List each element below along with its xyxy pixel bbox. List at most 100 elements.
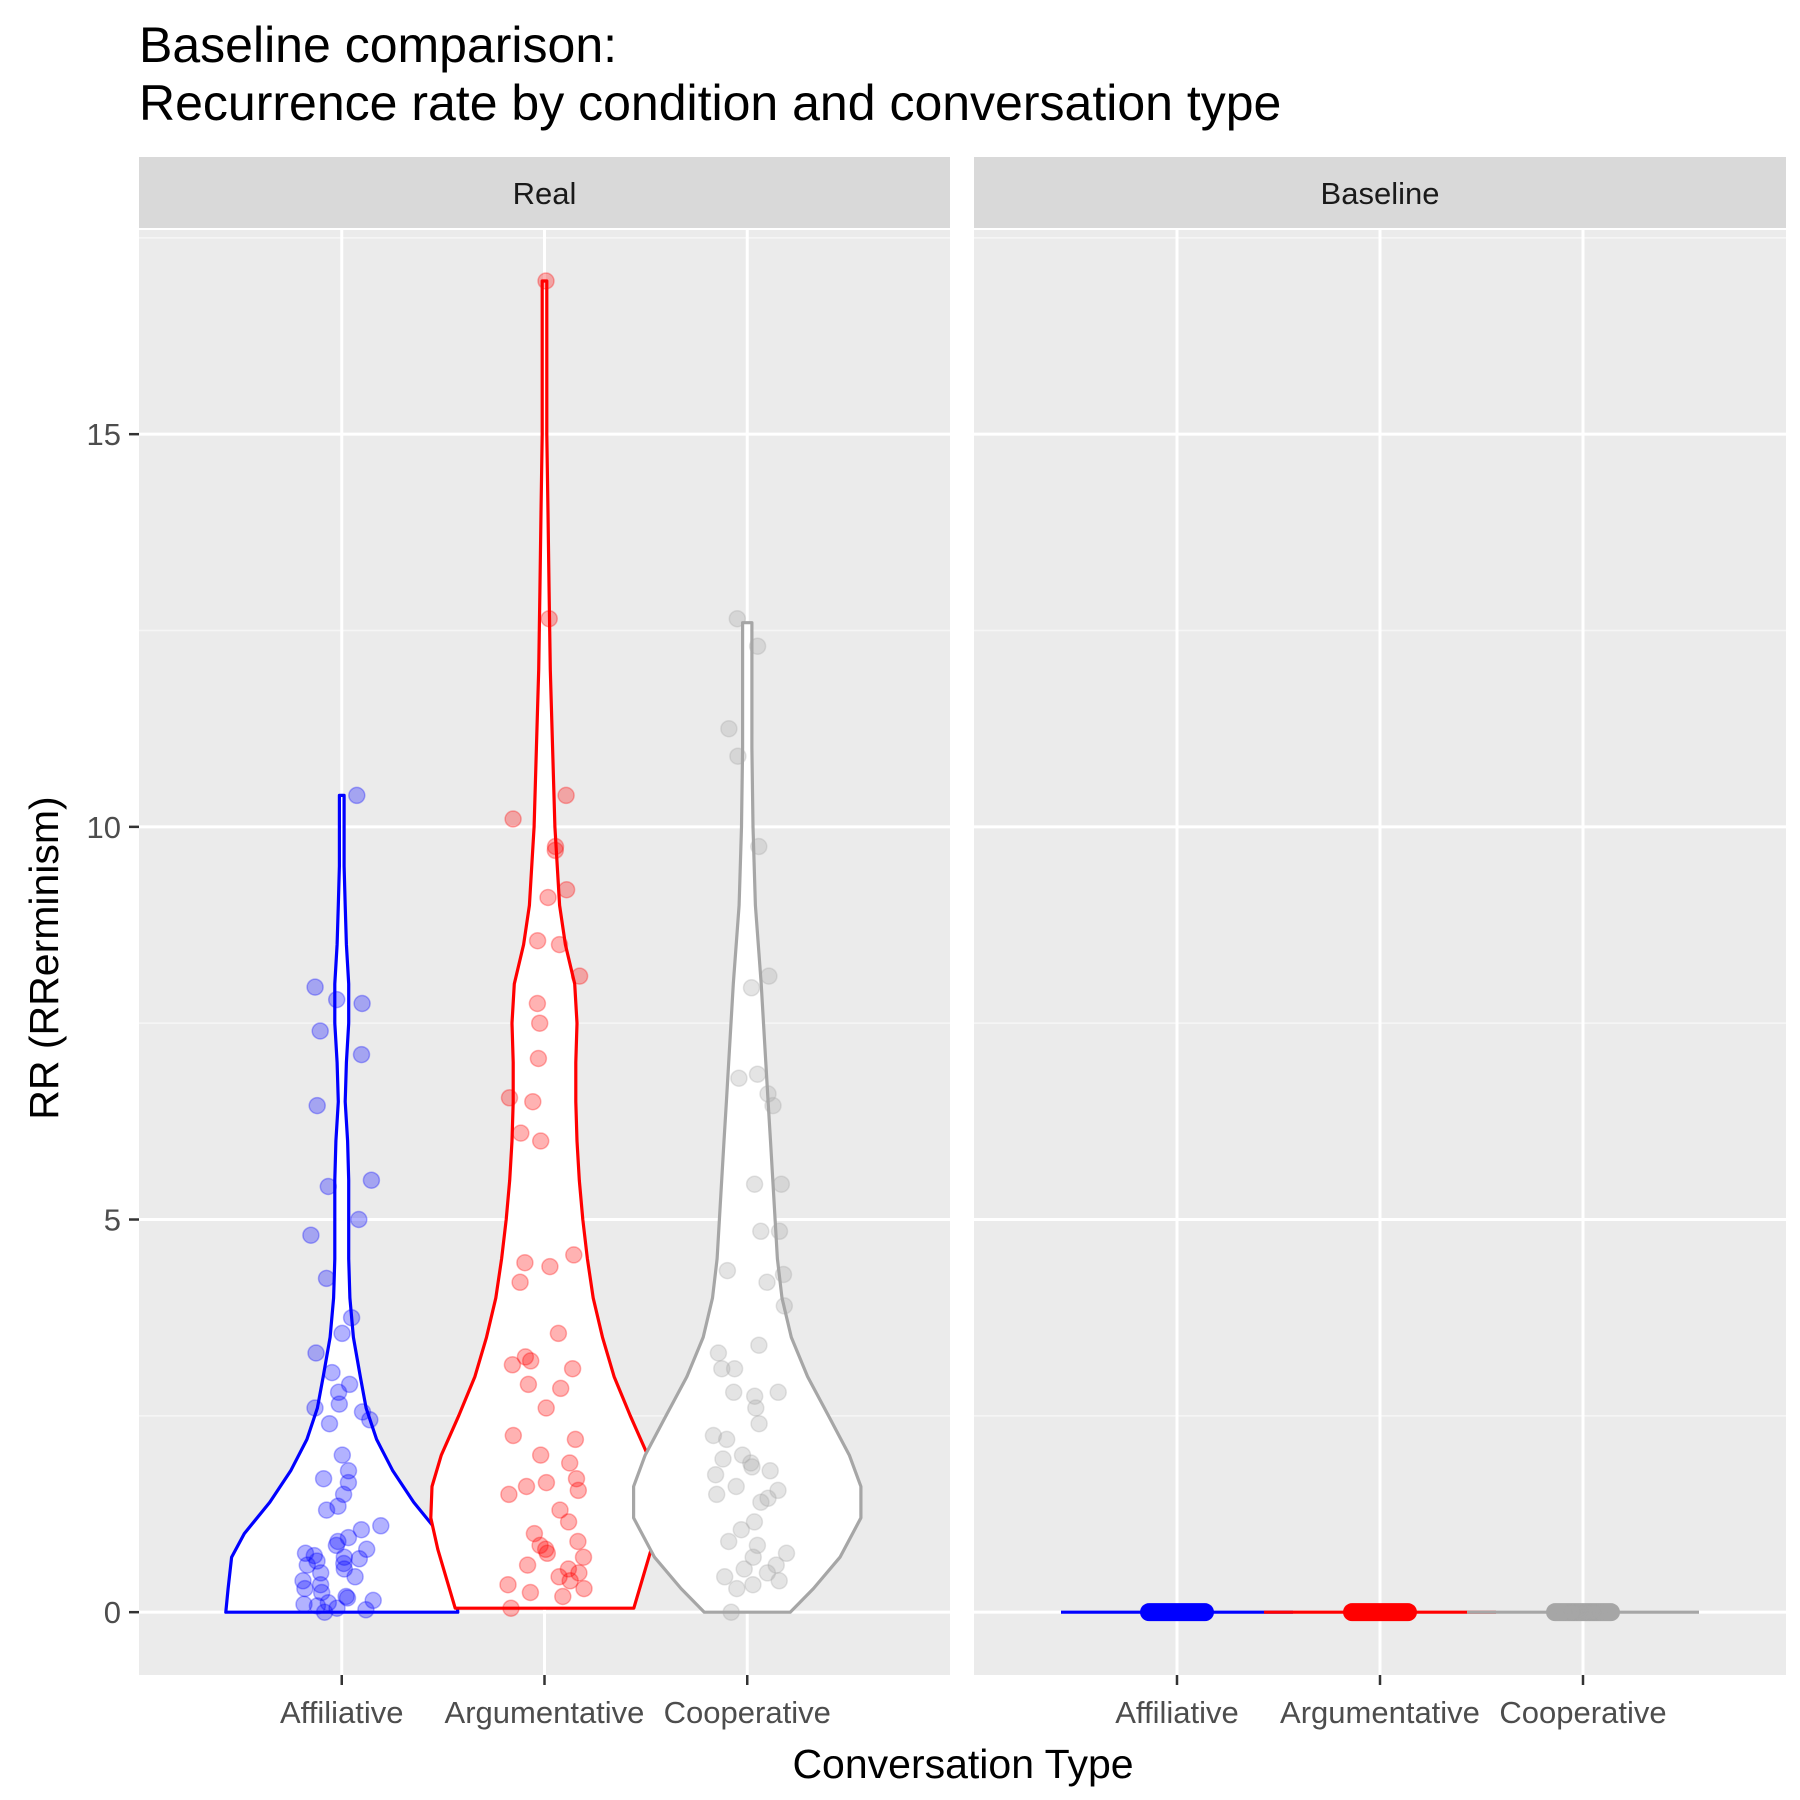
data-point: [329, 1383, 348, 1402]
data-point: [1368, 1603, 1387, 1621]
data-point: [504, 1426, 523, 1445]
data-point: [745, 1513, 764, 1531]
panel-real: Real Affiliative Argumentative Cooperative: [139, 157, 950, 1730]
data-point: [752, 1222, 770, 1241]
y-tick-label: 5: [104, 1203, 121, 1238]
data-point: [745, 1387, 764, 1405]
data-point: [302, 1226, 320, 1244]
data-point: [1370, 1603, 1388, 1621]
data-point: [565, 1246, 583, 1264]
data-point: [536, 1540, 555, 1559]
data-point: [559, 1513, 578, 1531]
y-tick-label: 10: [87, 810, 121, 845]
data-point: [748, 1065, 767, 1083]
data-point: [742, 979, 761, 997]
data-point: [561, 1572, 579, 1590]
violin-affiliative: [224, 793, 460, 1614]
violin-argumentative: [429, 279, 660, 1610]
x-tick-label: Affiliative: [280, 1695, 404, 1730]
data-point: [511, 1273, 529, 1292]
data-point: [305, 1546, 324, 1565]
data-point: [348, 786, 366, 805]
data-point: [311, 1022, 329, 1040]
data-point: [541, 1257, 559, 1276]
data-point: [770, 1572, 788, 1590]
data-point: [777, 1544, 796, 1563]
data-point: [1158, 1603, 1176, 1621]
chart-title-line-2: Recurrence rate by condition and convers…: [139, 75, 1281, 131]
data-point: [551, 1501, 569, 1519]
data-point: [528, 994, 547, 1013]
data-point: [745, 1175, 764, 1193]
data-point: [775, 1297, 794, 1315]
data-point: [1566, 1603, 1584, 1621]
data-point: [327, 990, 346, 1009]
data-point: [333, 1446, 352, 1464]
data-point: [1361, 1603, 1380, 1621]
data-point: [352, 1520, 371, 1539]
data-point: [554, 1587, 572, 1606]
data-point: [1384, 1603, 1403, 1621]
data-point: [550, 935, 569, 954]
data-point: [1579, 1603, 1597, 1621]
data-point: [516, 1253, 534, 1272]
data-point: [521, 1583, 540, 1602]
strip: [974, 157, 1786, 228]
data-point: [706, 1465, 725, 1484]
data-point: [295, 1595, 313, 1614]
data-point: [574, 1548, 593, 1566]
strip-label: Real: [513, 176, 577, 211]
data-point: [1363, 1603, 1381, 1621]
data-point: [769, 1383, 787, 1402]
data-point: [730, 1069, 748, 1087]
data-point: [559, 1560, 578, 1578]
data-point: [529, 1049, 548, 1068]
data-point: [707, 1485, 726, 1504]
data-point: [499, 1575, 517, 1594]
data-point: [1360, 1603, 1378, 1621]
data-point: [546, 841, 565, 860]
data-point: [314, 1469, 333, 1488]
data-point: [308, 1096, 326, 1115]
data-point: [575, 1579, 593, 1598]
data-point: [319, 1594, 338, 1612]
data-point: [744, 1575, 762, 1594]
data-point: [750, 837, 768, 856]
data-point: [524, 1092, 542, 1111]
data-point: [512, 1124, 530, 1142]
data-point: [546, 837, 565, 856]
data-point: [540, 609, 558, 628]
data-point: [337, 1587, 355, 1606]
data-point: [735, 1560, 753, 1578]
data-point: [500, 1089, 519, 1107]
data-point: [317, 1269, 336, 1288]
data-point: [709, 1344, 728, 1362]
data-point: [769, 1481, 787, 1500]
x-axis-title: Conversation Type: [792, 1741, 1133, 1787]
data-point: [353, 994, 371, 1013]
data-point: [339, 1473, 358, 1492]
data-point: [1581, 1603, 1600, 1621]
x-tick-label: Argumentative: [445, 1695, 645, 1730]
data-point: [1583, 1603, 1602, 1621]
data-point: [317, 1501, 336, 1519]
data-point: [1149, 1603, 1168, 1621]
data-point: [752, 1493, 770, 1511]
data-point: [294, 1572, 312, 1590]
data-point: [342, 1308, 361, 1327]
data-point: [539, 888, 557, 907]
data-point: [764, 1096, 782, 1115]
data-point: [361, 1411, 379, 1429]
data-point: [500, 1485, 518, 1504]
data-point: [335, 1548, 354, 1566]
data-point: [743, 1458, 761, 1476]
y-tick-label: 15: [87, 417, 121, 452]
data-point: [350, 1550, 369, 1568]
data-point: [715, 1568, 734, 1586]
data-point: [569, 1481, 588, 1500]
data-point: [537, 272, 555, 290]
data-point: [1174, 1603, 1193, 1621]
data-point: [296, 1579, 314, 1598]
data-point: [724, 1383, 743, 1402]
data-point: [1168, 1603, 1187, 1621]
